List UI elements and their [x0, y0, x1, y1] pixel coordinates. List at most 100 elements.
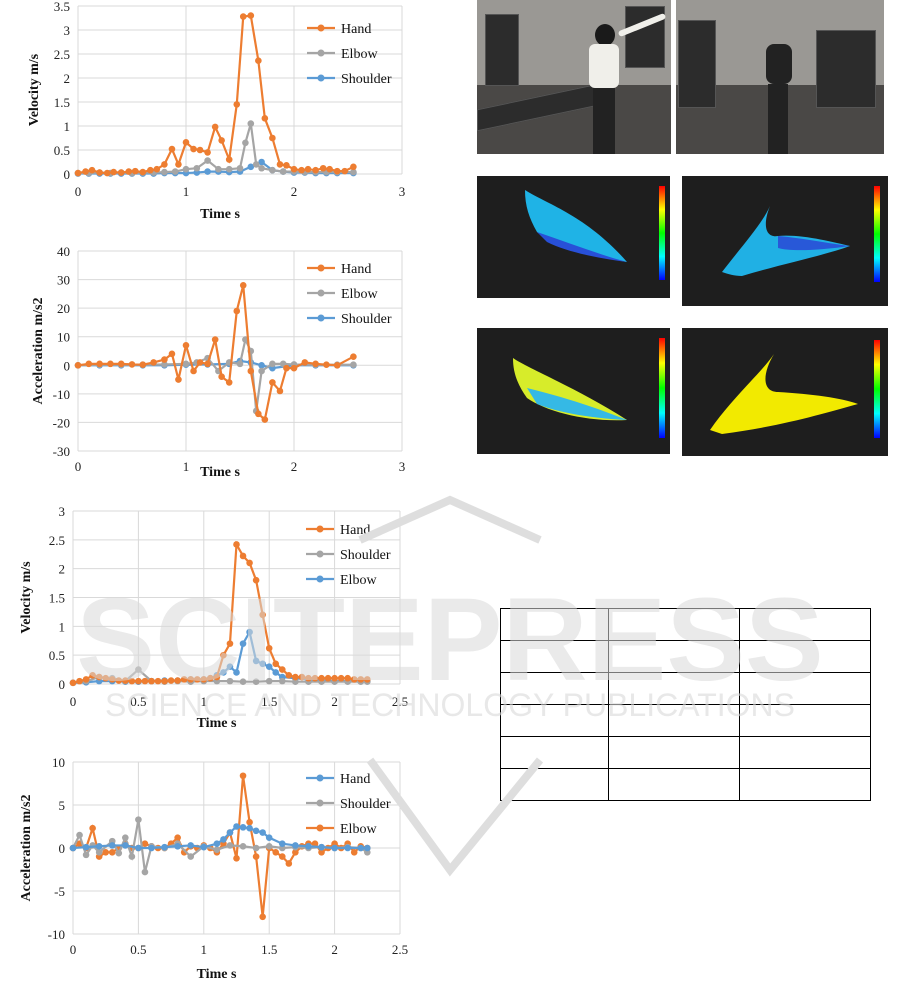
data-point — [135, 666, 142, 673]
series-line — [77, 285, 354, 422]
chart-y-tick-label: 2.5 — [49, 533, 65, 548]
data-point — [225, 379, 233, 386]
table-cell — [500, 608, 609, 641]
data-point — [278, 677, 286, 685]
data-point — [259, 611, 266, 619]
data-point — [344, 844, 351, 852]
data-point — [247, 367, 255, 375]
data-point — [258, 164, 265, 172]
data-point — [196, 146, 204, 154]
data-point — [168, 145, 176, 153]
data-point — [239, 281, 247, 289]
photo-person-legs — [593, 88, 615, 154]
data-point — [168, 350, 176, 358]
data-point — [76, 831, 83, 839]
heatmap-2-svg — [722, 206, 850, 276]
data-point — [218, 373, 225, 381]
chart-x-tick-label: 1.5 — [261, 942, 277, 957]
data-point — [265, 842, 273, 850]
data-point — [233, 101, 241, 108]
chart-x-tick-label: 2.5 — [392, 942, 408, 957]
data-point — [108, 849, 116, 856]
data-point — [290, 165, 298, 173]
chart-x-axis-label: Time s — [200, 207, 240, 222]
legend-label: Hand — [341, 22, 371, 37]
data-point — [182, 341, 190, 349]
legend-label: Hand — [340, 772, 370, 787]
legend-label: Shoulder — [340, 548, 391, 563]
data-point — [283, 162, 290, 169]
heatmap-1 — [477, 176, 670, 298]
table-cell — [739, 736, 871, 769]
data-point — [213, 840, 221, 847]
data-point — [102, 849, 109, 856]
data-point — [252, 678, 260, 685]
data-point — [220, 836, 227, 843]
data-point — [350, 353, 357, 361]
data-point — [318, 849, 325, 856]
chart-x-tick-label: 0.5 — [130, 694, 146, 709]
data-point — [226, 677, 234, 685]
photo-person-head — [595, 24, 615, 46]
chart-x-tick-label: 1 — [183, 459, 190, 474]
table-row — [500, 736, 871, 769]
data-point — [115, 677, 123, 684]
data-point — [236, 164, 244, 172]
chart-y-tick-label: 0.5 — [49, 648, 65, 663]
data-point — [318, 843, 325, 851]
heatmap-2 — [682, 176, 888, 306]
data-point — [337, 674, 345, 682]
legend-swatch-marker — [317, 314, 325, 322]
data-point — [204, 168, 211, 175]
data-point — [259, 913, 266, 921]
data-point — [233, 823, 240, 830]
chart-y-tick-label: 0 — [59, 841, 66, 856]
chart-y-tick-label: 10 — [52, 755, 65, 770]
data-point — [350, 849, 358, 856]
data-point — [95, 673, 103, 681]
data-point — [141, 840, 149, 847]
legend-swatch-marker — [316, 525, 324, 533]
data-point — [182, 165, 190, 173]
table-cell — [500, 672, 609, 705]
data-point — [150, 359, 157, 366]
legend-label: Shoulder — [340, 797, 391, 812]
chart-y-tick-label: 30 — [57, 273, 70, 288]
data-point — [344, 674, 351, 682]
chart-x-tick-label: 2 — [291, 459, 298, 474]
chart-x-tick-label: 2.5 — [392, 694, 408, 709]
data-point — [261, 416, 269, 423]
table-cell — [739, 608, 871, 641]
data-point — [76, 677, 83, 685]
chart-x-tick-label: 1 — [183, 184, 190, 199]
chart-y-tick-label: 5 — [59, 798, 66, 813]
table-cell — [739, 768, 871, 801]
data-point — [85, 360, 93, 368]
data-point — [211, 123, 219, 131]
legend-label: Hand — [341, 262, 371, 277]
chart-svg-1: 0 0.5 1 1.5 2 2.5 3 3.5 0 1 2 3 Time s Velocity m/s Ha… — [27, 0, 405, 222]
table-cell — [739, 704, 871, 737]
chart-x-tick-label: 1 — [201, 694, 208, 709]
chart-svg-2: -30 -20 -10 0 10 20 30 40 0 1 2 3 Time s Acceleration… — [31, 244, 406, 480]
data-point — [74, 169, 82, 177]
chart-x-tick-label: 0 — [70, 942, 77, 957]
data-point — [233, 855, 240, 862]
chart-y-tick-label: 3 — [59, 504, 66, 519]
chart-y-tick-label: -5 — [54, 884, 65, 899]
chart-acceleration-1: -30 -20 -10 0 10 20 30 40 0 1 2 3 Time s Acceleration… — [0, 240, 460, 490]
data-point — [148, 844, 155, 852]
data-point — [139, 361, 147, 369]
data-point — [283, 364, 290, 372]
heatmap-3-band — [527, 388, 627, 420]
data-point — [103, 169, 111, 177]
data-point — [174, 842, 181, 850]
heatmap-1-colorbar — [659, 186, 665, 280]
data-point — [279, 168, 287, 175]
data-point — [74, 361, 82, 369]
data-point — [89, 824, 96, 832]
table-cell — [608, 672, 740, 705]
chart-x-tick-label: 3 — [399, 459, 406, 474]
series-line — [77, 14, 354, 175]
data-point — [292, 678, 299, 685]
